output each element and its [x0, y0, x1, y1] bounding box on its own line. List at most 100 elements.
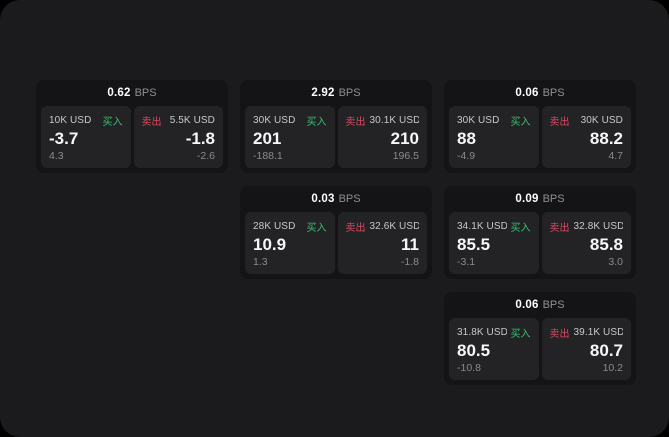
bps-unit-label: BPS — [542, 87, 565, 99]
bps-value: 0.62 — [107, 87, 131, 99]
bps-header: 0.03 BPS — [240, 186, 432, 212]
sell-panel-top-row: 卖出 30.1K USD — [346, 113, 420, 128]
sell-panel-top-row: 卖出 30K USD — [550, 113, 624, 128]
buy-amount: 28K USD — [253, 221, 296, 232]
buy-amount: 34.1K USD — [457, 221, 507, 232]
sell-panel[interactable]: 卖出 32.8K USD 85.8 3.0 — [541, 212, 631, 274]
quote-card: 2.92 BPS 30K USD 买入 201 -188.1 卖出 30.1K … — [240, 80, 432, 173]
buy-side-label: 买入 — [306, 117, 327, 128]
buy-price: 80.5 — [457, 341, 491, 360]
buy-side-label: 买入 — [306, 223, 327, 234]
buy-price: -3.7 — [49, 129, 79, 148]
sell-price: 88.2 — [589, 129, 623, 148]
buy-panel-top-row: 30K USD 买入 — [457, 113, 531, 128]
buy-amount: 30K USD — [457, 115, 500, 126]
buy-delta: 1.3 — [253, 256, 268, 268]
bps-value: 0.06 — [515, 299, 539, 311]
buy-price: 10.9 — [253, 235, 287, 254]
sell-panel[interactable]: 卖出 30.1K USD 210 196.5 — [337, 106, 427, 168]
sell-delta: -1.8 — [400, 256, 419, 268]
buy-panel[interactable]: 34.1K USD 买入 85.5 -3.1 — [449, 212, 539, 274]
bps-header: 0.06 BPS — [444, 292, 636, 318]
quote-card: 0.06 BPS 30K USD 买入 88 -4.9 卖出 30K USD 8… — [444, 80, 636, 173]
buy-delta: -3.1 — [457, 256, 476, 268]
bps-value: 0.03 — [311, 193, 335, 205]
buy-panel[interactable]: 10K USD 买入 -3.7 4.3 — [41, 106, 131, 168]
buy-amount: 30K USD — [253, 115, 296, 126]
bps-value: 2.92 — [311, 87, 335, 99]
bps-value: 0.09 — [515, 193, 539, 205]
buy-amount: 31.8K USD — [457, 327, 507, 338]
bps-header: 0.06 BPS — [444, 80, 636, 106]
buy-delta: -4.9 — [457, 150, 476, 162]
sell-delta: 10.2 — [602, 362, 623, 374]
sell-panel[interactable]: 卖出 30K USD 88.2 4.7 — [541, 106, 631, 168]
buy-price: 88 — [457, 129, 476, 148]
buy-side-label: 买入 — [510, 117, 531, 128]
buy-delta: -10.8 — [457, 362, 481, 374]
sell-amount: 39.1K USD — [573, 327, 624, 338]
sell-panel-top-row: 卖出 32.8K USD — [550, 219, 624, 234]
buy-price: 201 — [253, 129, 282, 148]
sell-amount: 5.5K USD — [169, 115, 215, 126]
buy-delta: 4.3 — [49, 150, 64, 162]
sell-amount: 32.8K USD — [573, 221, 624, 232]
sell-side-label: 卖出 — [141, 117, 162, 128]
quote-card: 0.06 BPS 31.8K USD 买入 80.5 -10.8 卖出 39.1… — [444, 292, 636, 385]
quote-card-body: 34.1K USD 买入 85.5 -3.1 卖出 32.8K USD 85.8… — [444, 212, 636, 279]
bps-unit-label: BPS — [542, 193, 565, 205]
bps-header: 0.09 BPS — [444, 186, 636, 212]
sell-price: 11 — [401, 235, 419, 254]
sell-delta: 4.7 — [608, 150, 623, 162]
buy-panel[interactable]: 30K USD 买入 201 -188.1 — [245, 106, 335, 168]
sell-delta: 196.5 — [392, 150, 419, 162]
sell-price: -1.8 — [185, 129, 215, 148]
buy-panel[interactable]: 31.8K USD 买入 80.5 -10.8 — [449, 318, 539, 380]
quote-card-body: 31.8K USD 买入 80.5 -10.8 卖出 39.1K USD 80.… — [444, 318, 636, 385]
sell-side-label: 卖出 — [345, 117, 366, 128]
quote-card-body: 10K USD 买入 -3.7 4.3 卖出 5.5K USD -1.8 -2.… — [36, 106, 228, 173]
sell-panel-top-row: 卖出 39.1K USD — [550, 325, 624, 340]
sell-delta: -2.6 — [196, 150, 215, 162]
sell-side-label: 卖出 — [549, 223, 570, 234]
sell-panel[interactable]: 卖出 32.6K USD 11 -1.8 — [337, 212, 427, 274]
buy-side-label: 买入 — [510, 329, 531, 340]
sell-side-label: 卖出 — [345, 223, 366, 234]
sell-side-label: 卖出 — [549, 329, 570, 340]
buy-amount: 10K USD — [49, 115, 92, 126]
buy-delta: -188.1 — [253, 150, 283, 162]
buy-panel-top-row: 34.1K USD 买入 — [457, 219, 531, 234]
buy-panel[interactable]: 28K USD 买入 10.9 1.3 — [245, 212, 335, 274]
sell-panel[interactable]: 卖出 39.1K USD 80.7 10.2 — [541, 318, 631, 380]
quote-card-body: 28K USD 买入 10.9 1.3 卖出 32.6K USD 11 -1.8 — [240, 212, 432, 279]
bps-value: 0.06 — [515, 87, 539, 99]
bps-unit-label: BPS — [134, 87, 157, 99]
bps-unit-label: BPS — [338, 193, 361, 205]
quote-card-body: 30K USD 买入 201 -188.1 卖出 30.1K USD 210 1… — [240, 106, 432, 173]
sell-panel[interactable]: 卖出 5.5K USD -1.8 -2.6 — [133, 106, 223, 168]
sell-amount: 30.1K USD — [369, 115, 420, 126]
buy-panel[interactable]: 30K USD 买入 88 -4.9 — [449, 106, 539, 168]
bps-unit-label: BPS — [542, 299, 565, 311]
buy-price: 85.5 — [457, 235, 491, 254]
sell-panel-top-row: 卖出 5.5K USD — [142, 113, 216, 128]
sell-price: 80.7 — [589, 341, 623, 360]
sell-amount: 30K USD — [580, 115, 623, 126]
sell-panel-top-row: 卖出 32.6K USD — [346, 219, 420, 234]
buy-side-label: 买入 — [102, 117, 123, 128]
quote-card: 0.03 BPS 28K USD 买入 10.9 1.3 卖出 32.6K US… — [240, 186, 432, 279]
quote-card-body: 30K USD 买入 88 -4.9 卖出 30K USD 88.2 4.7 — [444, 106, 636, 173]
sell-amount: 32.6K USD — [369, 221, 420, 232]
buy-panel-top-row: 28K USD 买入 — [253, 219, 327, 234]
buy-side-label: 买入 — [510, 223, 531, 234]
bps-header: 0.62 BPS — [36, 80, 228, 106]
sell-price: 85.8 — [589, 235, 623, 254]
sell-delta: 3.0 — [608, 256, 623, 268]
buy-panel-top-row: 30K USD 买入 — [253, 113, 327, 128]
bps-header: 2.92 BPS — [240, 80, 432, 106]
buy-panel-top-row: 31.8K USD 买入 — [457, 325, 531, 340]
quote-card: 0.09 BPS 34.1K USD 买入 85.5 -3.1 卖出 32.8K… — [444, 186, 636, 279]
sell-side-label: 卖出 — [549, 117, 570, 128]
